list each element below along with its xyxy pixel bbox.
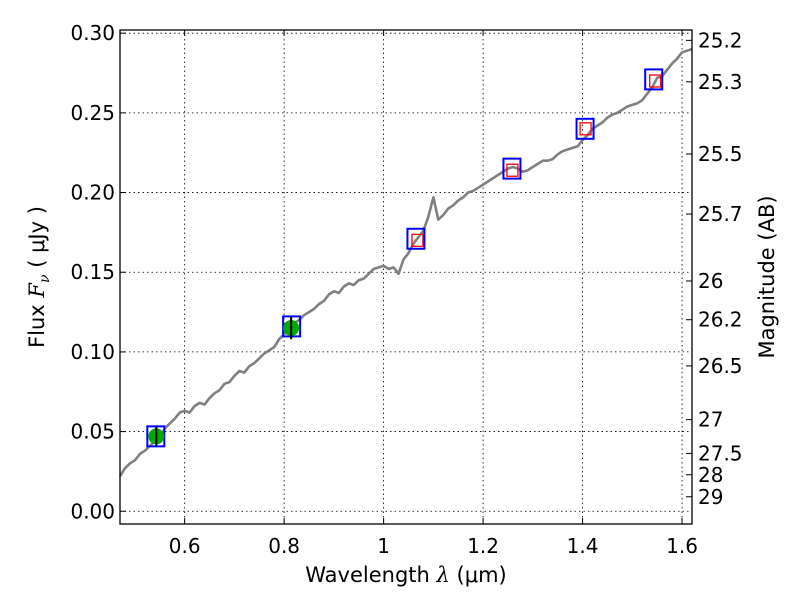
axis-ticks: 0.6 0.8 1 1.2 1.4 1.6 0.00 0.05 0.10 0.15 0.20 0.25… [70,21,742,558]
y2-tick-label: 25.5 [698,142,743,166]
y2-tick-label: 27.5 [698,441,743,465]
x-tick-label: 1.2 [467,534,499,558]
photometry-markers [146,68,664,448]
x-tick-label: 1.4 [567,534,599,558]
y-axis-label: Flux Fν ( μJy ) [25,206,53,348]
observed-point [575,117,595,140]
y-tick-label: 0.15 [70,260,115,284]
synthetic-point [579,122,592,136]
observed-point [146,425,166,448]
y-tick-label: 0.30 [70,21,115,45]
y2-tick-label: 26 [698,269,723,293]
x-tick-label: 1.6 [666,534,698,558]
spectrum-line [118,47,693,477]
y-tick-label: 0.25 [70,101,115,125]
y2-tick-label: 26.5 [698,354,743,378]
y2-tick-label: 25.7 [698,202,743,226]
y2-tick-label: 25.2 [698,28,743,52]
observed-point [502,157,522,180]
grid-lines [120,30,692,524]
observed-point [644,68,664,91]
synthetic-point [506,163,519,177]
secondary-y-axis-label: Magnitude (AB) [755,195,779,358]
synthetic-point [411,233,424,247]
x-tick-label: 0.6 [169,534,201,558]
plot-frame [119,29,693,525]
y-tick-label: 0.00 [70,499,115,523]
y2-tick-label: 28 [698,463,723,487]
x-axis-label: Wavelength λ (μm) [305,563,506,587]
y2-tick-label: 27 [698,408,723,432]
y-tick-label: 0.05 [70,420,115,444]
y-tick-label: 0.20 [70,181,115,205]
synthetic-point [649,74,662,88]
y2-tick-label: 25.3 [698,70,743,94]
y2-tick-label: 26.2 [698,308,743,332]
x-tick-label: 1 [377,534,390,558]
x-tick-label: 0.8 [268,534,300,558]
y2-tick-label: 29 [698,485,723,509]
spectrum-layer [118,47,693,477]
observed-point [406,227,426,250]
y-tick-label: 0.10 [70,340,115,364]
